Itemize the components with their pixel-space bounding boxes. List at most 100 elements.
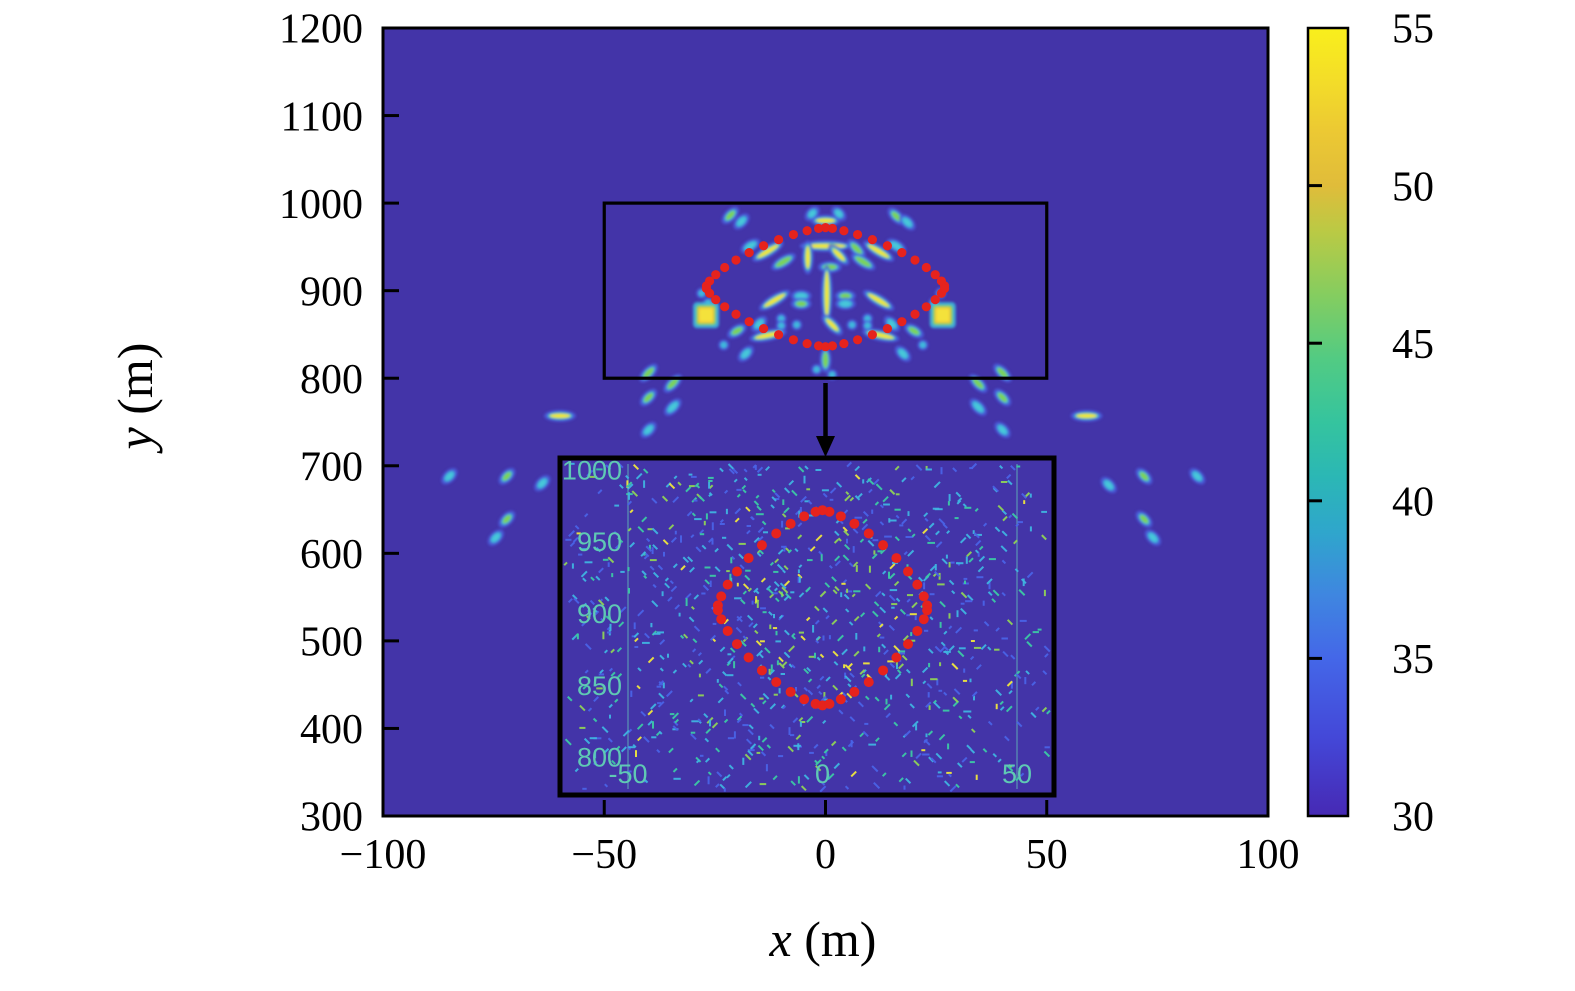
scatter-dash [697,718,702,723]
scatter-dash [745,738,753,745]
scatter-dash [927,692,930,698]
scatter-dash [881,772,887,777]
scatter-dash [797,776,800,784]
scatter-dash [771,496,777,502]
heat-blob [718,339,730,351]
scatter-dash [948,625,953,630]
scatter-dash [820,554,823,562]
scatter-dash [627,500,633,506]
scatter-dash [598,567,604,574]
scatter-dash [906,598,911,603]
scatter-dash [925,733,928,738]
scatter-dash [702,584,710,591]
scatter-dash [994,648,1000,651]
scatter-dash [974,549,980,554]
heat-blob [828,243,850,266]
scatter-dash [1016,465,1021,468]
red-contour-dot [720,262,730,273]
scatter-dash [672,669,678,674]
scatter-dash [951,590,956,595]
red-contour-dot [912,579,923,590]
x-tick-label: 100 [1237,832,1300,878]
scatter-dash [735,626,743,634]
scatter-dash [643,555,648,560]
scatter-dash [803,774,810,780]
x-axis-title: x (m) [769,911,877,967]
scatter-dash [723,618,729,625]
scatter-dash [1001,637,1008,640]
zoom-indicator-rect [602,201,1049,380]
scatter-dash [777,548,784,555]
scatter-dash [965,556,968,564]
inset-y-tick-label: 900 [577,599,622,629]
scatter-dash [697,652,703,657]
scatter-dash [761,737,768,743]
scatter-dash [948,579,955,586]
scatter-dash [899,524,904,527]
scatter-dash [719,467,724,473]
red-contour-dot [867,235,877,245]
red-contour-dot [867,330,877,340]
red-contour-dot [743,652,754,663]
scatter-dash [611,573,614,578]
heat-blob [1070,409,1103,422]
scatter-dash [756,552,762,557]
scatter-dash [627,527,632,532]
main-axes: −100 −50 0 50 100120011001000900800700600500… [279,7,1300,878]
scatter-dash [820,695,827,702]
scatter-dash [1002,650,1009,658]
scatter-dash [939,600,946,608]
scatter-dash [659,639,666,646]
scatter-dash [809,751,814,754]
scatter-dash [934,570,941,578]
scatter-dash [727,657,734,665]
scatter-dash [633,632,640,638]
scatter-dash [814,619,820,625]
red-contour-dot [720,302,730,312]
scatter-dash [597,599,605,606]
scatter-dash [1025,670,1030,675]
heat-blob [740,238,761,254]
scatter-dash [1026,571,1034,579]
scatter-dash [893,645,901,652]
scatter-dash [976,576,984,579]
scatter-dash [915,752,922,760]
scatter-dash [774,587,778,592]
scatter-dash [738,542,746,545]
scatter-dash [825,676,831,682]
scatter-dash [647,528,653,531]
scatter-dash [902,635,909,642]
scatter-dash [619,606,627,613]
scatter-dash [927,541,936,544]
scatter-dash [756,466,764,473]
scatter-dash [757,535,764,542]
scatter-dash [757,473,762,476]
scatter-dash [765,466,770,471]
scatter-dash [840,592,843,598]
scatter-dash [690,733,697,741]
scatter-dash [1006,680,1013,687]
scatter-dash [1001,559,1007,565]
scatter-dash [571,635,577,641]
scatter-dash [667,653,669,658]
scatter-dash [651,547,654,554]
scatter-dash [584,669,589,674]
scatter-dash [762,611,767,614]
scatter-dash [776,660,779,666]
scatter-dash [815,469,822,471]
scatter-dash [674,530,677,535]
scatter-dash [724,489,729,494]
scatter-dash [823,748,829,754]
scatter-dash [753,500,760,506]
scatter-dash [689,566,695,573]
scatter-dash [961,756,968,763]
scatter-dash [798,564,803,569]
scatter-dash [685,486,692,493]
scatter-dash [978,545,984,551]
scatter-dash [888,518,891,523]
scatter-dash [628,492,630,500]
scatter-dash [782,569,786,574]
scatter-dash [767,588,774,595]
red-contour-dot [827,341,838,351]
scatter-dash [988,558,996,561]
